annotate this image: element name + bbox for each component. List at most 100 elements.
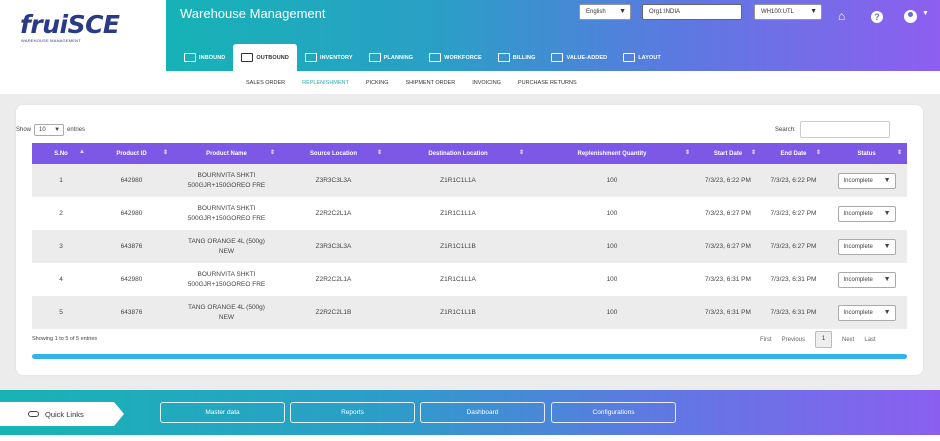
link-icon bbox=[28, 411, 39, 417]
chevron-down-icon[interactable]: ▼ bbox=[922, 10, 929, 17]
chevron-down-icon: ▼ bbox=[810, 8, 817, 15]
cell-end-date: 7/3/23, 6:22 PM bbox=[761, 164, 826, 197]
logo[interactable]: fruiSCE bbox=[20, 10, 120, 39]
tab-planning[interactable]: PLANNING bbox=[361, 44, 422, 71]
product-name-line: TANG ORANGE 4L (500g) bbox=[188, 303, 265, 311]
cell-start-date: 7/3/23, 6:31 PM bbox=[695, 263, 761, 296]
chevron-down-icon: ▼ bbox=[883, 242, 891, 250]
product-name-line: 500GJR+150GOREO FRE bbox=[187, 214, 266, 222]
product-name-line: NEW bbox=[218, 247, 235, 255]
dashboard-button[interactable]: Dashboard bbox=[420, 402, 545, 423]
cell-product-name: TANG ORANGE 4L (500g) NEW bbox=[173, 230, 280, 263]
language-value: English bbox=[586, 9, 606, 15]
column-label: Replenishment Quantity bbox=[577, 150, 647, 157]
product-name-line: NEW bbox=[218, 313, 235, 321]
status-select[interactable]: Incomplete ▼ bbox=[837, 238, 896, 255]
tab-inventory[interactable]: INVENTORY bbox=[297, 44, 361, 71]
horizontal-scrollbar[interactable] bbox=[32, 354, 907, 359]
logo-area: fruiSCE WAREHOUSE MANAGEMENT bbox=[0, 0, 166, 94]
pagination-page[interactable]: 1 bbox=[815, 331, 833, 348]
quick-links[interactable]: Quick Links bbox=[0, 402, 124, 426]
column-header[interactable]: Destination Location ⇕ bbox=[387, 143, 529, 164]
cell-source: Z2R2C2L1B bbox=[280, 296, 387, 329]
status-select[interactable]: Incomplete ▼ bbox=[837, 205, 896, 222]
help-icon[interactable]: ? bbox=[871, 11, 883, 23]
cell-product-name: BOURNVITA SHKTI 500GJR+150GOREO FRE bbox=[173, 164, 280, 197]
tab-billing[interactable]: BILLING bbox=[490, 44, 544, 71]
tab-layout[interactable]: LAYOUT bbox=[615, 44, 669, 71]
column-header[interactable]: Source Location ⇕ bbox=[280, 143, 387, 164]
table-row: 4 642980 BOURNVITA SHKTI 500GJR+150GOREO … bbox=[32, 263, 907, 296]
chevron-down-icon: ▼ bbox=[883, 308, 891, 316]
cell-status: Incomplete ▼ bbox=[826, 230, 907, 263]
cell-status: Incomplete ▼ bbox=[826, 164, 907, 197]
subnav-purchase-returns[interactable]: PURCHASE RETURNS bbox=[517, 79, 577, 86]
logo-tagline: WAREHOUSE MANAGEMENT bbox=[21, 38, 81, 43]
warehouse-select[interactable]: WH100:UTL ▼ bbox=[754, 4, 822, 20]
status-value: Incomplete bbox=[843, 243, 873, 250]
tab-label: WORKFORCE bbox=[444, 54, 482, 61]
column-header[interactable]: Replenishment Quantity ⇕ bbox=[529, 143, 695, 164]
pagination-last[interactable]: Last bbox=[864, 336, 876, 343]
cell-quantity: 100 bbox=[529, 296, 695, 329]
cell-destination: Z1R1C1L1B bbox=[387, 296, 529, 329]
workforce-icon bbox=[429, 53, 442, 62]
sort-icon: ⇕ bbox=[815, 150, 821, 156]
cell-destination: Z1R1C1L1A bbox=[387, 197, 529, 230]
cell-destination: Z1R1C1L1A bbox=[387, 263, 529, 296]
subnav-replenishment[interactable]: REPLENISHMENT bbox=[302, 79, 349, 86]
show-label: Show bbox=[16, 127, 32, 133]
tab-label: BILLING bbox=[512, 54, 536, 61]
cell-start-date: 7/3/23, 6:27 PM bbox=[695, 230, 761, 263]
cell-product-id: 642980 bbox=[90, 197, 173, 230]
inventory-icon bbox=[304, 53, 317, 62]
tab-label: PLANNING bbox=[383, 54, 414, 61]
chevron-down-icon: ▼ bbox=[619, 8, 626, 15]
pagination-next[interactable]: Next bbox=[842, 336, 855, 343]
home-icon[interactable]: ⌂ bbox=[838, 9, 846, 23]
entries-select[interactable]: 10 ▼ bbox=[34, 124, 65, 136]
cell-start-date: 7/3/23, 6:27 PM bbox=[695, 197, 761, 230]
column-header[interactable]: Product ID ⇕ bbox=[90, 143, 173, 164]
subnav-invoicing[interactable]: INVOICING bbox=[472, 79, 501, 86]
value-added-icon bbox=[551, 53, 564, 62]
cell-product-id: 642980 bbox=[90, 263, 173, 296]
column-label: Start Date bbox=[713, 150, 743, 157]
subnav-sales-order[interactable]: SALES ORDER bbox=[246, 79, 286, 86]
chevron-down-icon: ▼ bbox=[883, 275, 891, 283]
column-header[interactable]: Start Date ⇕ bbox=[695, 143, 761, 164]
status-select[interactable]: Incomplete ▼ bbox=[837, 271, 896, 288]
subnav-shipment-order[interactable]: SHIPMENT ORDER bbox=[405, 79, 456, 86]
table-row: 1 642980 BOURNVITA SHKTI 500GJR+150GOREO … bbox=[32, 164, 907, 197]
tab-workforce[interactable]: WORKFORCE bbox=[421, 44, 490, 71]
cell-sno: 1 bbox=[32, 164, 90, 197]
sub-nav: SALES ORDER REPLENISHMENT PICKING SHIPME… bbox=[166, 71, 940, 94]
inbound-icon bbox=[184, 53, 196, 62]
pagination-first[interactable]: First bbox=[760, 336, 772, 343]
cell-sno: 5 bbox=[32, 296, 90, 329]
status-select[interactable]: Incomplete ▼ bbox=[837, 304, 896, 321]
tab-label: VALUE-ADDED bbox=[566, 54, 608, 61]
status-select[interactable]: Incomplete ▼ bbox=[837, 172, 896, 189]
master-data-button[interactable]: Master data bbox=[160, 402, 285, 423]
pagination-previous[interactable]: Previous bbox=[781, 336, 806, 343]
column-header[interactable]: Status ⇕ bbox=[826, 143, 907, 164]
tab-value-added[interactable]: VALUE-ADDED bbox=[543, 44, 615, 71]
subnav-picking[interactable]: PICKING bbox=[365, 79, 389, 86]
status-value: Incomplete bbox=[843, 276, 873, 283]
table-header: S.No ▲ Product ID ⇕ Product Name ⇕ Source L… bbox=[32, 143, 907, 164]
language-select[interactable]: English ▼ bbox=[579, 4, 631, 20]
user-icon[interactable] bbox=[904, 10, 917, 23]
configurations-button[interactable]: Configurations bbox=[551, 402, 676, 423]
column-header[interactable]: S.No ▲ bbox=[32, 143, 90, 164]
cell-product-id: 642980 bbox=[90, 164, 173, 197]
reports-button[interactable]: Reports bbox=[290, 402, 415, 423]
search-input[interactable] bbox=[799, 121, 890, 138]
cell-quantity: 100 bbox=[529, 263, 695, 296]
column-header[interactable]: End Date ⇕ bbox=[761, 143, 826, 164]
sort-icon: ⇕ bbox=[896, 150, 902, 156]
org-field[interactable]: Org1:INDIA bbox=[642, 4, 742, 20]
tab-inbound[interactable]: INBOUND bbox=[176, 44, 233, 71]
tab-outbound[interactable]: OUTBOUND bbox=[233, 44, 297, 71]
column-header[interactable]: Product Name ⇕ bbox=[173, 143, 280, 164]
